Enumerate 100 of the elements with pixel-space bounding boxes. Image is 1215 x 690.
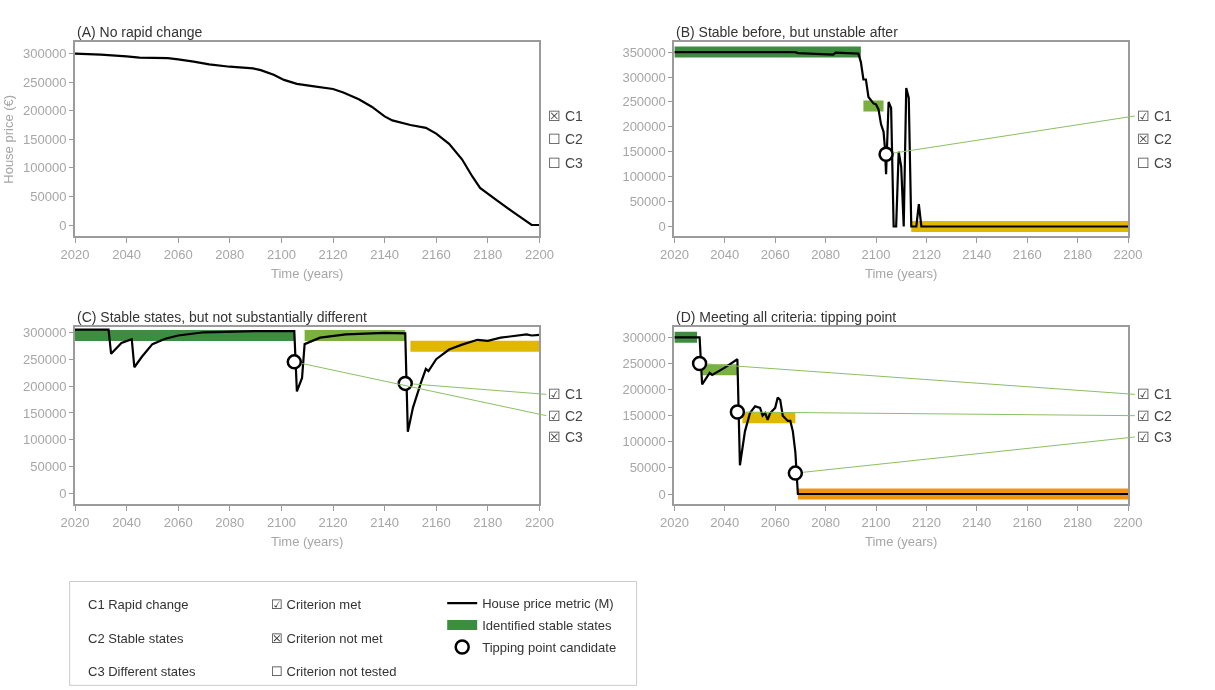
- point: [691, 355, 708, 372]
- chart-title: (C) Stable states, but not substantially different: [77, 309, 368, 325]
- point: [729, 404, 746, 420]
- text: C3 Different states: [88, 664, 196, 679]
- y-tick-label: 300000: [23, 46, 67, 62]
- y-tick-label: 300000: [622, 69, 666, 85]
- text: ☒ Criterion not met: [271, 631, 384, 646]
- x-tick-label: 2080: [811, 515, 841, 531]
- x-tick-label: 2020: [60, 247, 90, 263]
- line-series: [674, 51, 1128, 228]
- x-tick-label: 2040: [710, 247, 740, 263]
- y-tick-label: 100000: [622, 169, 666, 185]
- y-tick-label: 50000: [30, 459, 67, 475]
- y-axis-title: House price (€): [1, 94, 17, 184]
- x-axis-title: Time (years): [270, 266, 344, 282]
- x-tick-label: 2180: [473, 247, 503, 263]
- x-tick-label: 2060: [163, 247, 193, 263]
- legend-label: House price metric (M): [482, 596, 614, 612]
- x-tick-label: 2040: [112, 247, 142, 263]
- x-tick-label: 2020: [60, 515, 90, 531]
- x-tick-label: 2080: [215, 247, 245, 263]
- legend-label: Identified stable states: [482, 618, 613, 634]
- text: ☒ C3: [548, 429, 583, 445]
- text: ☒ C1: [548, 108, 583, 124]
- legend-label: Tipping point candidate: [482, 640, 617, 656]
- annotation: ☑ C1: [548, 386, 583, 402]
- y-tick-label: 0: [59, 217, 67, 233]
- y-tick-label: 150000: [23, 131, 67, 147]
- annotation: ☑ C1: [1137, 108, 1172, 124]
- annotation: ☑ C1: [1137, 386, 1172, 402]
- chart-title: (A) No rapid change: [77, 24, 203, 40]
- x-tick-label: 2100: [266, 247, 296, 263]
- text: C1 Rapid change: [88, 597, 189, 612]
- x-tick-label: 2160: [421, 247, 451, 263]
- x-tick-label: 2200: [524, 515, 554, 531]
- y-tick-label: 250000: [23, 351, 67, 367]
- y-tick-label: 150000: [23, 405, 67, 421]
- x-axis-title: Time (years): [864, 266, 938, 282]
- y-tick-label: 100000: [23, 432, 67, 448]
- x-tick-label: 2200: [524, 247, 554, 263]
- y-tick-label: 250000: [622, 94, 666, 110]
- x-tick-label: 2180: [473, 515, 503, 531]
- x-tick-label: 2100: [861, 247, 891, 263]
- x-tick-label: 2180: [1063, 515, 1093, 531]
- y-tick-label: 100000: [622, 434, 666, 450]
- x-tick-label: 2100: [861, 515, 891, 531]
- x-tick-label: 2100: [266, 515, 296, 531]
- y-tick-label: 200000: [23, 103, 67, 119]
- x-tick-label: 2200: [1113, 515, 1143, 531]
- x-tick-label: 2040: [710, 515, 740, 531]
- x-tick-label: 2080: [811, 247, 841, 263]
- text: ☐ C3: [1137, 155, 1172, 171]
- text: C2 Stable states: [88, 631, 184, 646]
- y-tick-label: 150000: [622, 408, 666, 424]
- x-tick-label: 2160: [1012, 247, 1042, 263]
- x-tick-label: 2140: [962, 515, 992, 531]
- x-tick-label: 2160: [421, 515, 451, 531]
- line-series: [674, 336, 1128, 496]
- y-tick-label: 100000: [23, 160, 67, 176]
- x-tick-label: 2020: [659, 515, 689, 531]
- line-series: [75, 328, 540, 433]
- y-tick-label: 300000: [622, 329, 666, 345]
- x-tick-label: 2120: [911, 515, 941, 531]
- x-tick-label: 2140: [370, 247, 400, 263]
- y-tick-label: 0: [59, 486, 67, 502]
- x-tick-label: 2120: [318, 247, 348, 263]
- text: ☐ C2: [548, 131, 583, 147]
- x-tick-label: 2140: [370, 515, 400, 531]
- text: ☒ C2: [1137, 131, 1172, 147]
- x-axis-title: Time (years): [864, 534, 938, 550]
- x-tick-label: 2080: [215, 515, 245, 531]
- y-tick-label: 150000: [622, 144, 666, 160]
- y-tick-label: 250000: [622, 356, 666, 371]
- x-tick-label: 2040: [112, 515, 142, 531]
- x-tick-label: 2120: [318, 515, 348, 531]
- x-axis-title: Time (years): [270, 534, 344, 550]
- x-tick-label: 2180: [1063, 247, 1093, 263]
- y-tick-label: 200000: [622, 119, 666, 135]
- text: ☐ Criterion not tested: [271, 664, 397, 679]
- y-tick-label: 0: [658, 486, 666, 502]
- y-tick-label: 50000: [629, 194, 666, 210]
- annotation: ☑ C3: [1137, 429, 1172, 445]
- y-tick-label: 0: [658, 219, 666, 235]
- x-tick-label: 2160: [1012, 515, 1042, 531]
- chart-title: (B) Stable before, but unstable after: [676, 24, 899, 40]
- y-tick-label: 50000: [30, 189, 67, 204]
- annotation: ☑ C2: [548, 408, 583, 424]
- y-tick-label: 50000: [629, 460, 666, 476]
- x-tick-label: 2120: [911, 247, 941, 263]
- y-tick-label: 300000: [23, 324, 67, 340]
- y-tick-label: 200000: [622, 382, 666, 398]
- line-series: [75, 52, 540, 227]
- x-tick-label: 2060: [760, 247, 790, 263]
- point: [787, 465, 804, 481]
- x-tick-label: 2020: [659, 247, 689, 263]
- x-tick-label: 2200: [1113, 247, 1143, 263]
- y-tick-label: 200000: [23, 378, 67, 394]
- y-tick-label: 250000: [23, 74, 67, 90]
- x-tick-label: 2140: [962, 247, 992, 263]
- text: ☑ Criterion met: [271, 597, 362, 612]
